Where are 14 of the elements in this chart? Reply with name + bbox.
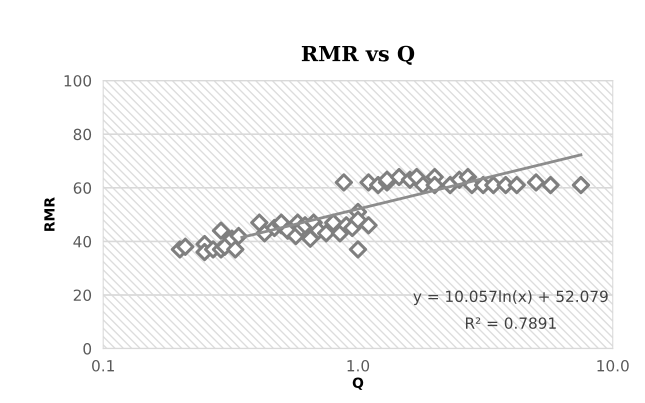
- annotation: R² = 0.7891: [466, 317, 556, 329]
- x-tick-label: 1.0: [348, 360, 370, 372]
- y-tick-label: 80: [74, 128, 92, 140]
- y-tick-label: 60: [74, 182, 92, 194]
- chart-title: RMR vs Q: [302, 46, 414, 65]
- y-tick-label: 20: [74, 289, 92, 302]
- y-tick-label: 100: [64, 75, 92, 87]
- x-tick-label: 0.1: [92, 360, 114, 372]
- x-axis-title: Q: [352, 378, 364, 390]
- y-axis-title: RMR: [44, 197, 54, 231]
- y-tick-label: 0: [83, 343, 92, 355]
- y-tick-label: 40: [73, 236, 92, 248]
- x-tick-label: 10.0: [597, 360, 629, 372]
- annotation: y = 10.057ln(x) + 52.079: [413, 290, 608, 306]
